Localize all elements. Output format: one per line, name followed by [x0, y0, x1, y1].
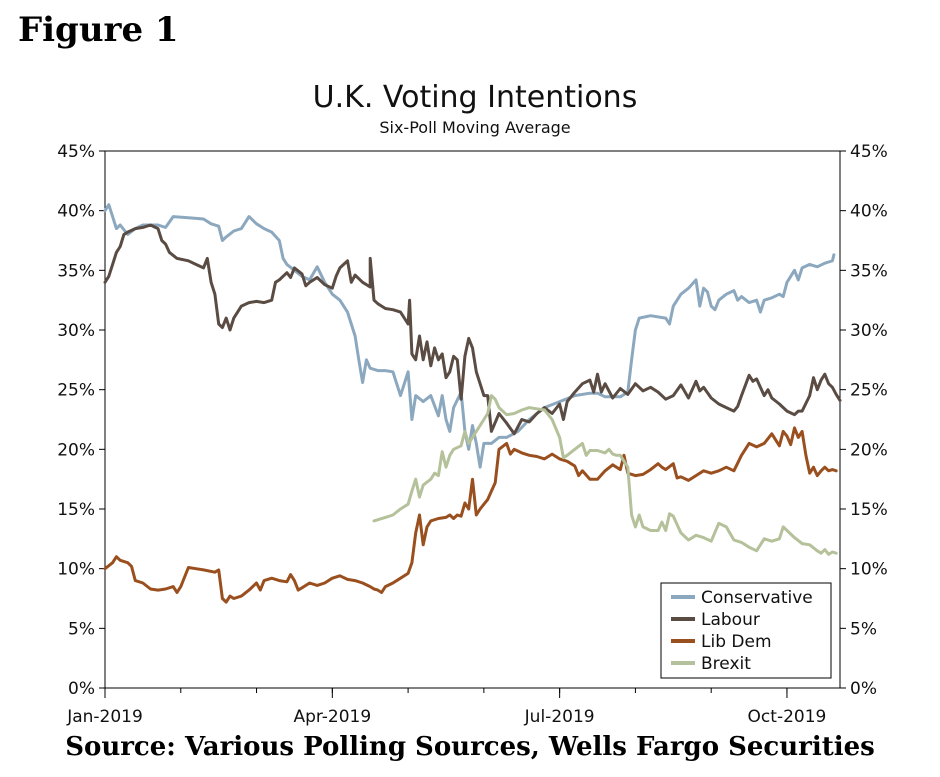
- y-tick-label-left: 30%: [57, 321, 95, 341]
- chart-subtitle: Six-Poll Moving Average: [379, 118, 570, 137]
- y-tick-label-right: 40%: [850, 202, 888, 222]
- y-tick-label-right: 5%: [850, 619, 877, 639]
- series-line-lib-dem: [103, 426, 838, 604]
- plot-frame: [104, 150, 841, 689]
- y-tick-label-right: 35%: [850, 261, 888, 281]
- x-tick-label: Apr-2019: [293, 707, 371, 727]
- legend-label: Conservative: [701, 588, 813, 608]
- y-tick-label-left: 20%: [57, 440, 95, 460]
- legend-label: Brexit: [701, 654, 751, 674]
- axes: 0% 0% 5% 5% 10% 10% 15% 15% 20% 20% 25% 25% 30% 30% 35…: [57, 142, 888, 727]
- y-tick-label-right: 15%: [850, 500, 888, 520]
- series-line-conservative: [103, 203, 836, 469]
- x-tick-label: Jul-2019: [524, 707, 595, 727]
- legend-label: Lib Dem: [701, 632, 772, 652]
- chart: U.K. Voting Intentions Six-Poll Moving A…: [57, 80, 888, 727]
- figure-label: Figure 1: [18, 10, 179, 50]
- y-tick-label-left: 45%: [57, 142, 95, 162]
- series-line-labour: [103, 223, 842, 436]
- y-tick-label-left: 15%: [57, 500, 95, 520]
- y-tick-label-right: 0%: [850, 679, 877, 699]
- y-tick-label-left: 10%: [57, 560, 95, 580]
- y-tick-label-left: 25%: [57, 381, 95, 401]
- y-tick-label-right: 20%: [850, 440, 888, 460]
- y-tick-label-left: 40%: [57, 202, 95, 222]
- chart-title: U.K. Voting Intentions: [313, 80, 638, 115]
- x-tick-label: Oct-2019: [748, 707, 827, 727]
- y-tick-label-left: 0%: [68, 679, 95, 699]
- y-tick-label-right: 10%: [850, 560, 888, 580]
- series-line-brexit: [372, 394, 838, 556]
- source-note: Source: Various Polling Sources, Wells F…: [65, 732, 875, 762]
- series-layer: [103, 203, 842, 604]
- y-tick-label-right: 30%: [850, 321, 888, 341]
- x-tick-label: Jan-2019: [66, 707, 143, 727]
- y-tick-label-right: 25%: [850, 381, 888, 401]
- y-tick-label-right: 45%: [850, 142, 888, 162]
- legend-label: Labour: [701, 610, 760, 630]
- y-tick-label-left: 35%: [57, 261, 95, 281]
- y-tick-label-left: 5%: [68, 619, 95, 639]
